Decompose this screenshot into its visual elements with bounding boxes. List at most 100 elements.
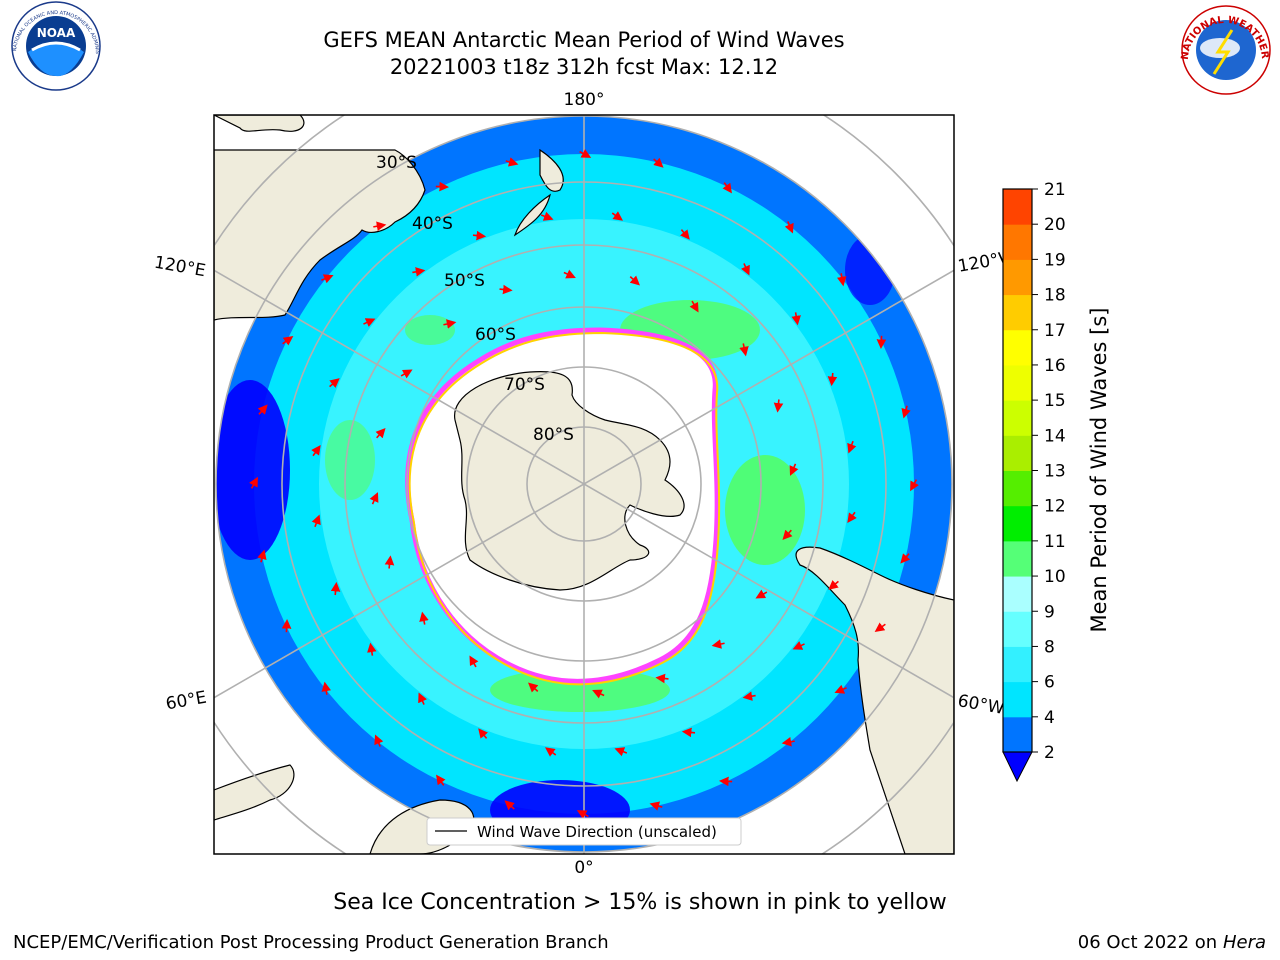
wave-direction-arrow [876, 335, 887, 350]
wave-direction-arrow [257, 404, 268, 415]
colorbar-tick-label: 13 [1044, 462, 1066, 482]
wave-direction-arrow [505, 157, 519, 167]
colorbar-tick-label: 2 [1044, 743, 1055, 763]
colorbar-tick-label: 21 [1044, 180, 1066, 200]
wave-direction-arrow [711, 639, 725, 649]
landmasses [214, 115, 954, 854]
wave-direction-arrow [653, 157, 664, 168]
colorbar-tick-label: 15 [1044, 391, 1066, 411]
colorbar-tick-label: 18 [1044, 286, 1066, 306]
legend-label: Wind Wave Direction (unscaled) [477, 823, 717, 841]
wave-direction-arrow [579, 149, 592, 158]
noaa-logo: NOAA NATIONAL OCEANIC AND ATMOSPHERIC AD… [0, 0, 101, 91]
map-frame [213, 114, 955, 855]
wave-direction-arrow [781, 737, 795, 747]
lat-label-70s: 70°S [504, 375, 545, 395]
wave-direction-arrow [755, 589, 768, 599]
wave-direction-arrow [629, 275, 640, 286]
wave-direction-arrow [321, 681, 331, 695]
colorbar-segment [1003, 224, 1032, 260]
colorbar-segment [1003, 329, 1032, 366]
wave-direction-arrow [545, 747, 557, 757]
colorbar-tick-label: 16 [1044, 356, 1066, 376]
colorbar-segment [1003, 540, 1032, 577]
nws-ring-text: NATIONAL WEATHER SERVICE [0, 0, 1270, 60]
wave-direction-arrow [367, 642, 377, 656]
wave-direction-arrow [282, 336, 294, 346]
lat-label-60s: 60°S [475, 325, 516, 345]
wave-direction-arrow [718, 776, 733, 787]
wave-direction-arrow [412, 267, 426, 277]
wave-direction-arrow [837, 273, 847, 287]
lon-label-60w: 60°W [956, 691, 1006, 719]
colorbar-segment [1003, 364, 1032, 401]
wind-wave-arrows [249, 149, 919, 819]
graticule [214, 115, 954, 854]
colorbar-segment [1003, 681, 1032, 718]
footer-right: 06 Oct 2022 on Hera [1078, 932, 1266, 953]
polar-map: Wind Wave Direction (unscaled) [214, 115, 954, 854]
wave-direction-arrow [784, 221, 794, 234]
wave-direction-arrow [249, 476, 258, 489]
colorbar-segment [1003, 646, 1032, 683]
colorbar-tick-label: 17 [1044, 321, 1066, 341]
colorbar-segment [1003, 470, 1032, 507]
latitude-labels: 30°S 40°S 50°S 60°S 70°S 80°S [376, 153, 574, 445]
wave-direction-arrow [311, 445, 321, 457]
wave-direction-arrow [791, 312, 801, 326]
wave-direction-arrow [576, 810, 589, 819]
wave-direction-arrow [874, 622, 886, 632]
lat-label-80s: 80°S [533, 425, 574, 445]
wave-direction-arrow [281, 618, 292, 633]
colorbar-segment [1003, 611, 1032, 647]
wave-direction-arrow [773, 399, 784, 413]
wave-direction-arrow [400, 369, 413, 379]
colorbar-tick-label: 4 [1044, 708, 1055, 728]
new-zealand-south [513, 193, 551, 237]
madagascar [214, 764, 295, 821]
lat-label-40s: 40°S [412, 214, 453, 234]
wave-direction-arrow [742, 691, 756, 701]
land-top-left [214, 115, 305, 132]
noaa-logo-text: NOAA [37, 26, 76, 40]
wave-direction-arrow [847, 440, 857, 454]
wave-direction-arrow [789, 463, 799, 476]
antarctica [454, 371, 685, 591]
wave-direction-arrow [540, 211, 554, 221]
wave-direction-arrow [499, 284, 513, 295]
wave-direction-arrow [689, 300, 699, 313]
south-america [795, 546, 954, 854]
colorbar: 2 4 6 8 9 10 11 12 13 14 15 16 17 18 19 20 21 Mean Perio… [1002, 180, 1111, 783]
wave-direction-arrow [375, 428, 386, 439]
colorbar-tick-label: 20 [1044, 215, 1066, 235]
chart-title: GEFS MEAN Antarctic Mean Period of Wind … [323, 28, 845, 52]
colorbar-tick-label: 9 [1044, 602, 1055, 622]
wave-direction-arrow [363, 318, 376, 327]
wave-direction-arrow [680, 229, 690, 240]
footer-machine: Hera [1222, 932, 1266, 953]
lon-label-0: 0° [574, 858, 593, 878]
colorbar-segment [1003, 259, 1032, 296]
wave-direction-arrow [563, 269, 576, 279]
wave-direction-arrow [722, 182, 732, 194]
wave-direction-arrow [900, 553, 911, 564]
colorbar-tick-label: 8 [1044, 637, 1055, 657]
wave-direction-arrow [478, 728, 488, 739]
wave-direction-arrow [469, 655, 479, 668]
wave-direction-arrow [910, 479, 919, 492]
colorbar-segment [1003, 505, 1032, 542]
wave-direction-arrow [655, 673, 669, 684]
wave-direction-arrow [611, 211, 623, 221]
lon-label-120e: 120°E [153, 253, 207, 282]
wave-direction-arrow [792, 641, 805, 650]
map-legend: Wind Wave Direction (unscaled) [426, 817, 742, 846]
wave-direction-arrow [528, 682, 539, 693]
colorbar-underflow-triangle [1002, 751, 1033, 783]
colorbar-tick-label: 6 [1044, 673, 1055, 693]
lat-label-30s: 30°S [376, 153, 417, 173]
wave-direction-arrow [311, 514, 321, 528]
colorbar-segment [1003, 400, 1032, 436]
colorbar-tick-label: 10 [1044, 567, 1066, 587]
lon-label-60e: 60°E [164, 688, 208, 715]
